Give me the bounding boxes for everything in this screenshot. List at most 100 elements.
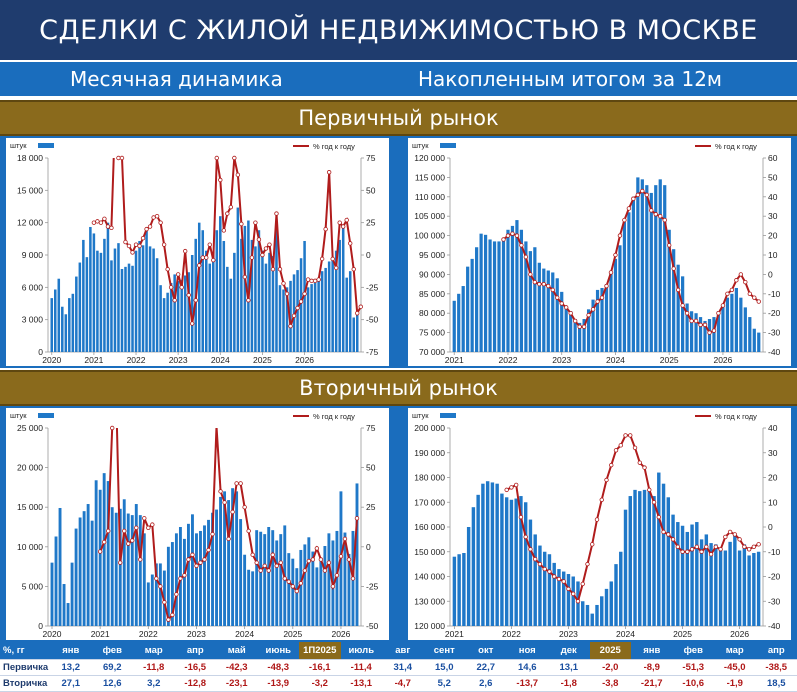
yoy-point (235, 172, 241, 178)
yoy-point (716, 310, 721, 316)
x-tick-label: 2023 (187, 629, 206, 639)
bar (141, 245, 145, 352)
bar (600, 287, 604, 352)
bar (231, 488, 235, 626)
bar (106, 481, 110, 626)
right-tick-label: 60 (768, 153, 778, 163)
yoy-point (319, 256, 325, 262)
yoy-point (175, 272, 181, 277)
bar (295, 568, 299, 626)
yoy-point (555, 295, 560, 300)
bar (470, 258, 474, 352)
yoy-point (263, 246, 269, 251)
bar (110, 260, 113, 352)
bar (243, 225, 247, 352)
yoy-point (266, 568, 271, 573)
bar (756, 551, 761, 626)
bar (341, 226, 345, 352)
yoy-point (178, 576, 183, 581)
bar (725, 297, 730, 352)
bar (254, 246, 257, 352)
yoy-point (575, 599, 581, 604)
left-tick-label: 110 000 (415, 192, 445, 202)
bar (92, 233, 96, 352)
x-tick-label: 2024 (211, 355, 230, 365)
yoy-point (632, 445, 638, 450)
bar (247, 220, 250, 352)
right-tick-label: 50 (366, 463, 376, 473)
bar (510, 225, 515, 352)
bar (207, 519, 210, 626)
left-tick-label: 70 000 (419, 347, 445, 357)
table-cell: -12,8 (174, 675, 216, 692)
bar (219, 496, 222, 626)
yoy-point (720, 303, 726, 308)
yoy-point (154, 213, 160, 219)
yoy-point (671, 266, 676, 271)
table-cell: -16,1 (299, 659, 341, 676)
yoy-point (342, 536, 348, 542)
bar (647, 491, 651, 626)
yoy-point (350, 576, 356, 581)
yoy-point (174, 592, 179, 597)
yoy-point (138, 557, 143, 562)
bar (569, 311, 573, 352)
bar (110, 507, 114, 626)
bar (68, 298, 71, 352)
right-tick-label: -50 (366, 621, 379, 631)
yoy-point (165, 267, 170, 272)
right-tick-label: 0 (366, 542, 371, 552)
bar (723, 550, 728, 626)
table-cell: 13,2 (50, 659, 92, 676)
yoy-point (505, 233, 511, 238)
bar (652, 496, 656, 626)
bar (170, 542, 174, 626)
yoy-point (340, 224, 346, 229)
left-tick-label: 75 000 (419, 328, 445, 338)
left-tick-label: 5 000 (22, 581, 44, 591)
yoy-point (723, 534, 728, 540)
bar (703, 320, 707, 352)
yoy-point (318, 557, 324, 562)
bar (519, 496, 523, 626)
table-header-cell: фев (91, 642, 133, 660)
bar (752, 552, 756, 626)
bar (614, 564, 618, 626)
table-cell: -4,7 (382, 675, 424, 692)
right-tick-label: -75 (366, 347, 379, 357)
yoy-point (144, 226, 149, 232)
bar (150, 574, 154, 626)
yoy-point (142, 516, 147, 521)
bar (75, 276, 78, 352)
left-tick-label: 0 (38, 621, 43, 631)
yoy-point (194, 563, 199, 569)
x-tick-label: 2025 (660, 355, 679, 365)
yoy-point (202, 557, 207, 562)
x-tick-label: 2025 (673, 629, 692, 639)
yoy-point (277, 267, 283, 272)
bar (243, 554, 247, 626)
yoy-point (680, 303, 685, 308)
bar (208, 263, 212, 352)
bar (560, 291, 564, 352)
bar (712, 317, 716, 352)
yoy-point (550, 287, 555, 293)
right-tick-label: -40 (768, 621, 781, 631)
bar (289, 280, 292, 352)
yoy-point (626, 206, 632, 211)
bar (152, 248, 155, 352)
bar (310, 284, 313, 352)
bar (134, 250, 138, 352)
left-tick-label: 90 000 (419, 269, 445, 279)
yoy-point (537, 561, 543, 567)
yoy-point (119, 155, 125, 161)
table-row: Вторичка 27,1 12,6 3,2 -12,8 -23,1 -13,9 -3,2 -1… (0, 675, 797, 692)
yoy-point (168, 285, 174, 290)
bar (633, 489, 637, 626)
legend-bars-swatch (38, 413, 54, 418)
yoy-point (532, 279, 538, 285)
bar (313, 281, 317, 352)
left-tick-label: 0 (38, 347, 43, 357)
yoy-point (242, 274, 248, 280)
yoy-point (752, 295, 757, 300)
